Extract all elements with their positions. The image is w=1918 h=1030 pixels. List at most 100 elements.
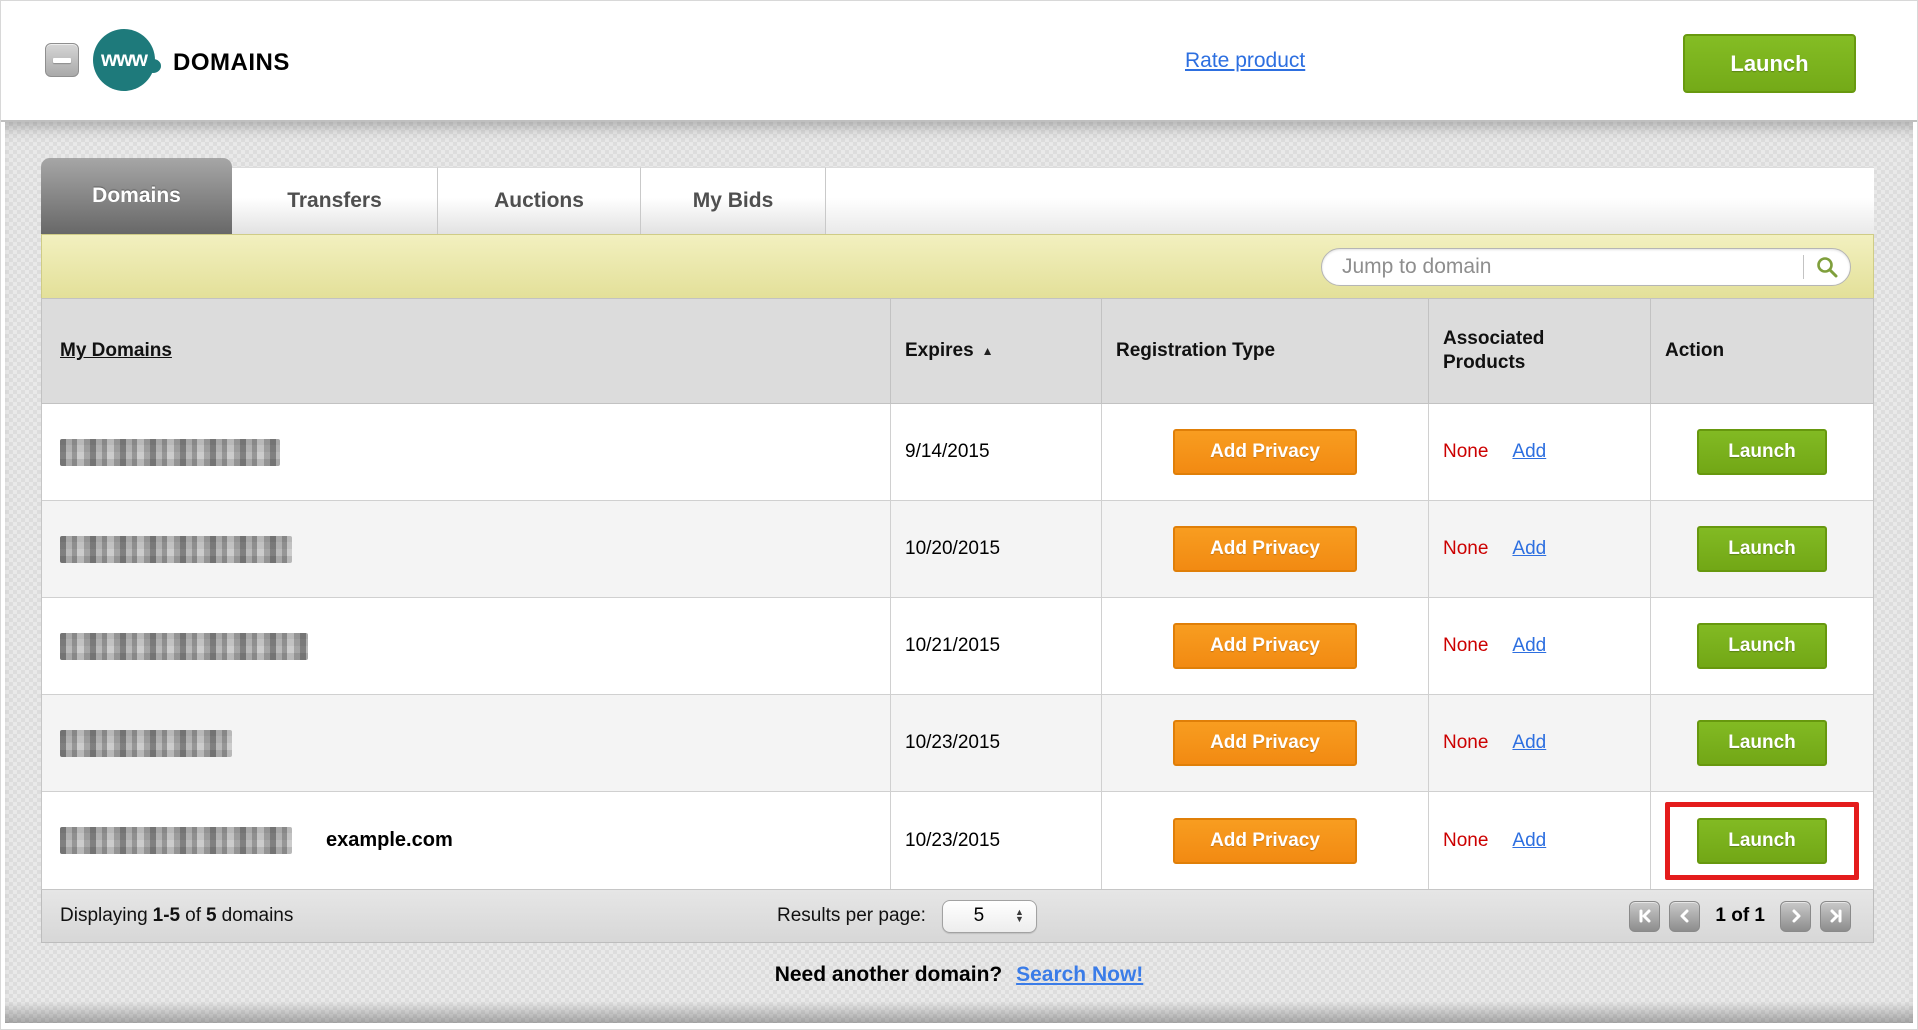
launch-domain-button[interactable]: Launch xyxy=(1697,429,1827,475)
add-privacy-button[interactable]: Add Privacy xyxy=(1173,429,1357,475)
tab-my-bids[interactable]: My Bids xyxy=(641,167,826,234)
stepper-down-icon: ▼ xyxy=(1015,914,1024,924)
first-page-button[interactable] xyxy=(1629,900,1661,932)
tab-auctions[interactable]: Auctions xyxy=(438,167,641,234)
add-privacy-button[interactable]: Add Privacy xyxy=(1173,817,1357,864)
domain-name-label: example.com xyxy=(326,829,453,851)
results-per-page: Results per page: 5 ▲ ▼ xyxy=(777,890,1037,942)
expires-cell: 10/20/2015 xyxy=(890,501,1101,597)
stepper-arrows-icon: ▲ ▼ xyxy=(1015,907,1024,924)
first-page-icon xyxy=(1639,909,1651,923)
expires-cell: 10/23/2015 xyxy=(890,792,1101,889)
column-header-registration-type: Registration Type xyxy=(1101,299,1428,403)
table-row-example: example.com 10/23/2015 Add Privacy None … xyxy=(42,792,1873,889)
bottom-shadow xyxy=(5,1001,1913,1023)
redacted-domain xyxy=(60,729,232,757)
action-cell: Launch xyxy=(1650,501,1873,597)
expires-cell: 9/14/2015 xyxy=(890,404,1101,500)
add-product-link[interactable]: Add xyxy=(1512,635,1547,656)
add-privacy-button[interactable]: Add Privacy xyxy=(1173,623,1357,669)
page-title: DOMAINS xyxy=(173,49,290,76)
jump-to-domain-input[interactable] xyxy=(1322,255,1803,279)
page-size-select[interactable]: 5 ▲ ▼ xyxy=(941,899,1037,933)
search-now-link[interactable]: Search Now! xyxy=(1016,963,1144,986)
domain-cell xyxy=(42,598,890,694)
launch-domain-button-highlighted[interactable]: Launch xyxy=(1697,817,1827,864)
domains-panel: Domains Transfers Auctions My Bids xyxy=(41,158,1874,943)
input-divider xyxy=(1803,255,1804,279)
table-body: 9/14/2015 Add Privacy None Add Launch 10… xyxy=(41,404,1874,890)
action-cell: Launch xyxy=(1650,598,1873,694)
collapse-button[interactable] xyxy=(45,43,79,77)
column-header-action: Action xyxy=(1650,299,1873,403)
page-size-value: 5 xyxy=(973,905,985,926)
registration-cell: Add Privacy xyxy=(1101,598,1428,694)
stepper-up-icon: ▲ xyxy=(1015,907,1024,917)
action-cell: Launch xyxy=(1650,695,1873,791)
associated-cell: None Add xyxy=(1428,501,1650,597)
domain-cell xyxy=(42,501,890,597)
add-product-link[interactable]: Add xyxy=(1512,732,1547,753)
displaying-prefix: Displaying xyxy=(60,905,148,926)
add-product-link[interactable]: Add xyxy=(1512,829,1547,851)
pagination: 1 of 1 xyxy=(1629,890,1851,942)
logo-text: www xyxy=(100,48,148,71)
expires-cell: 10/21/2015 xyxy=(890,598,1101,694)
expires-cell: 10/23/2015 xyxy=(890,695,1101,791)
my-domains-sort-link[interactable]: My Domains xyxy=(60,340,172,362)
column-header-my-domains: My Domains xyxy=(42,299,890,403)
launch-domain-button[interactable]: Launch xyxy=(1697,526,1827,572)
last-page-button[interactable] xyxy=(1820,900,1851,932)
associated-cell: None Add xyxy=(1428,598,1650,694)
add-product-link[interactable]: Add xyxy=(1512,538,1547,559)
displaying-suffix: domains xyxy=(221,905,294,926)
search-bar xyxy=(41,234,1874,298)
associated-cell: None Add xyxy=(1428,792,1650,889)
action-cell: Launch xyxy=(1650,792,1873,889)
tab-strip: Domains Transfers Auctions My Bids xyxy=(41,158,1874,234)
need-domain-prompt: Need another domain? Search Now! xyxy=(1,963,1917,987)
displaying-total: 5 xyxy=(205,905,217,926)
prev-page-button[interactable] xyxy=(1669,900,1701,932)
table-row: 10/23/2015 Add Privacy None Add Launch xyxy=(42,695,1873,792)
app-header: www DOMAINS Rate product Launch xyxy=(1,1,1917,122)
associated-none-value: None xyxy=(1443,538,1489,559)
add-privacy-button[interactable]: Add Privacy xyxy=(1173,720,1357,766)
sort-asc-icon: ▲ xyxy=(981,343,994,358)
add-privacy-button[interactable]: Add Privacy xyxy=(1173,526,1357,572)
launch-domain-button[interactable]: Launch xyxy=(1697,720,1827,766)
tab-transfers[interactable]: Transfers xyxy=(232,167,438,234)
minus-icon xyxy=(53,58,71,63)
associated-none-value: None xyxy=(1443,829,1489,851)
launch-product-button[interactable]: Launch xyxy=(1683,34,1856,93)
table-row: 9/14/2015 Add Privacy None Add Launch xyxy=(42,404,1873,501)
chevron-right-icon xyxy=(1792,909,1800,923)
associated-none-value: None xyxy=(1443,635,1489,656)
action-cell: Launch xyxy=(1650,404,1873,500)
search-icon xyxy=(1817,257,1838,278)
chevron-left-icon xyxy=(1680,909,1689,923)
add-product-link[interactable]: Add xyxy=(1512,441,1547,462)
column-header-expires: Expires ▲ xyxy=(890,299,1101,403)
rate-product-link[interactable]: Rate product xyxy=(1185,49,1306,72)
associated-cell: None Add xyxy=(1428,695,1650,791)
last-page-icon xyxy=(1830,909,1841,923)
domain-cell xyxy=(42,695,890,791)
table-row: 10/21/2015 Add Privacy None Add Launch xyxy=(42,598,1873,695)
displaying-of: of xyxy=(185,905,201,926)
redacted-domain xyxy=(60,438,280,466)
search-button[interactable] xyxy=(1804,249,1850,285)
jump-to-domain-field xyxy=(1321,248,1851,286)
www-globe-icon: www xyxy=(93,29,161,91)
expires-label[interactable]: Expires xyxy=(905,340,974,362)
need-domain-text: Need another domain? xyxy=(774,963,1003,986)
next-page-button[interactable] xyxy=(1780,900,1811,932)
page-indicator: 1 of 1 xyxy=(1715,905,1765,926)
displaying-range: 1-5 xyxy=(152,905,181,926)
registration-cell: Add Privacy xyxy=(1101,792,1428,889)
launch-domain-button[interactable]: Launch xyxy=(1697,623,1827,669)
table-footer: Displaying 1-5 of 5 domains Results per … xyxy=(41,890,1874,943)
tab-domains[interactable]: Domains xyxy=(41,158,232,234)
tab-strip-filler xyxy=(826,167,1874,234)
